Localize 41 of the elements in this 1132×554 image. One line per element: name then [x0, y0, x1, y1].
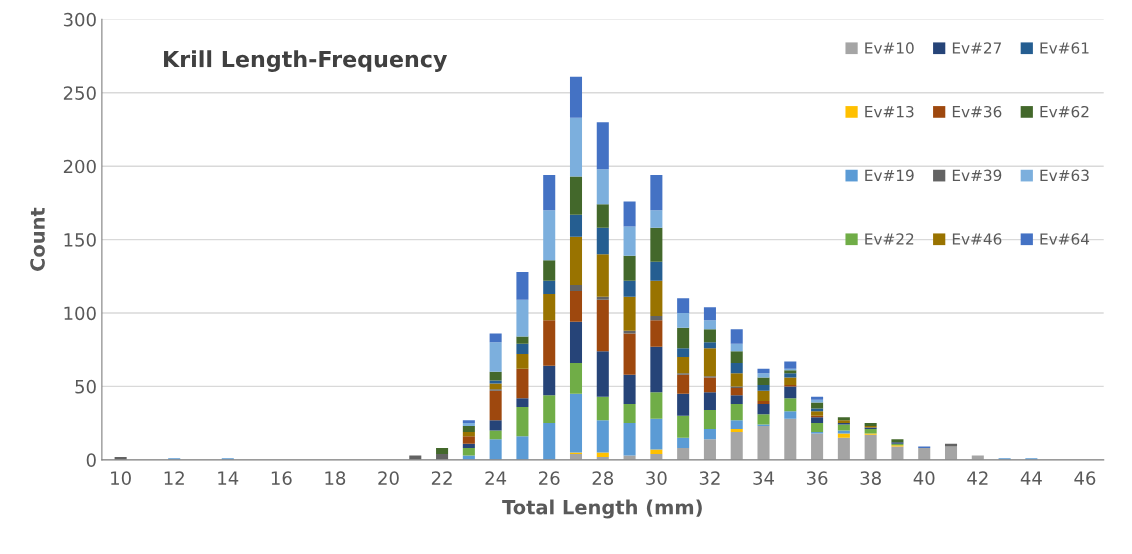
y-tick-label: 0: [86, 453, 96, 467]
x-tick-label: 44: [1020, 471, 1042, 485]
legend-label: Ev#22: [865, 233, 914, 245]
x-tick-label: 40: [913, 471, 935, 485]
y-tick-label: 300: [63, 12, 96, 27]
legend-label: Ev#36: [952, 105, 1002, 118]
y-tick-label: 50: [75, 379, 96, 394]
legend-label: Ev#27: [952, 42, 1002, 54]
x-tick-label: 46: [1074, 471, 1096, 485]
legend-label: Ev#39: [952, 169, 1002, 182]
legend-label: Ev#19: [865, 169, 914, 182]
x-tick-label: 26: [539, 471, 560, 485]
y-tick-label: 250: [63, 86, 96, 100]
x-tick-label: 16: [271, 471, 292, 485]
y-axis-title: Count: [30, 207, 45, 271]
legend-label: Ev#64: [1040, 233, 1090, 245]
x-tick-label: 36: [806, 471, 828, 485]
x-tick-label: 24: [485, 471, 507, 485]
x-tick-label: 20: [378, 471, 399, 485]
legend-label: Ev#10: [865, 42, 914, 54]
legend-label: Ev#13: [865, 105, 914, 118]
x-tick-label: 14: [218, 471, 239, 485]
x-tick-label: 30: [646, 471, 667, 485]
y-tick-label: 150: [64, 233, 96, 247]
x-tick-label: 28: [592, 471, 614, 485]
legend-label: Ev#46: [952, 233, 1002, 245]
x-tick-label: 34: [753, 471, 774, 485]
x-tick-label: 10: [111, 471, 131, 485]
x-axis-title: Total Length (mm): [502, 499, 702, 519]
x-tick-label: 12: [164, 471, 184, 485]
y-tick-label: 200: [63, 159, 96, 174]
y-tick-label: 100: [64, 306, 96, 321]
x-tick-label: 32: [699, 471, 720, 485]
x-tick-label: 38: [860, 471, 881, 485]
legend-label: Ev#63: [1040, 169, 1089, 182]
x-tick-label: 22: [431, 471, 452, 485]
text: Krill Length-Frequency: [164, 50, 448, 72]
x-tick-label: 42: [967, 471, 988, 485]
legend-label: Ev#62: [1040, 105, 1089, 118]
legend-label: Ev#61: [1040, 42, 1089, 54]
x-tick-label: 18: [325, 471, 346, 485]
